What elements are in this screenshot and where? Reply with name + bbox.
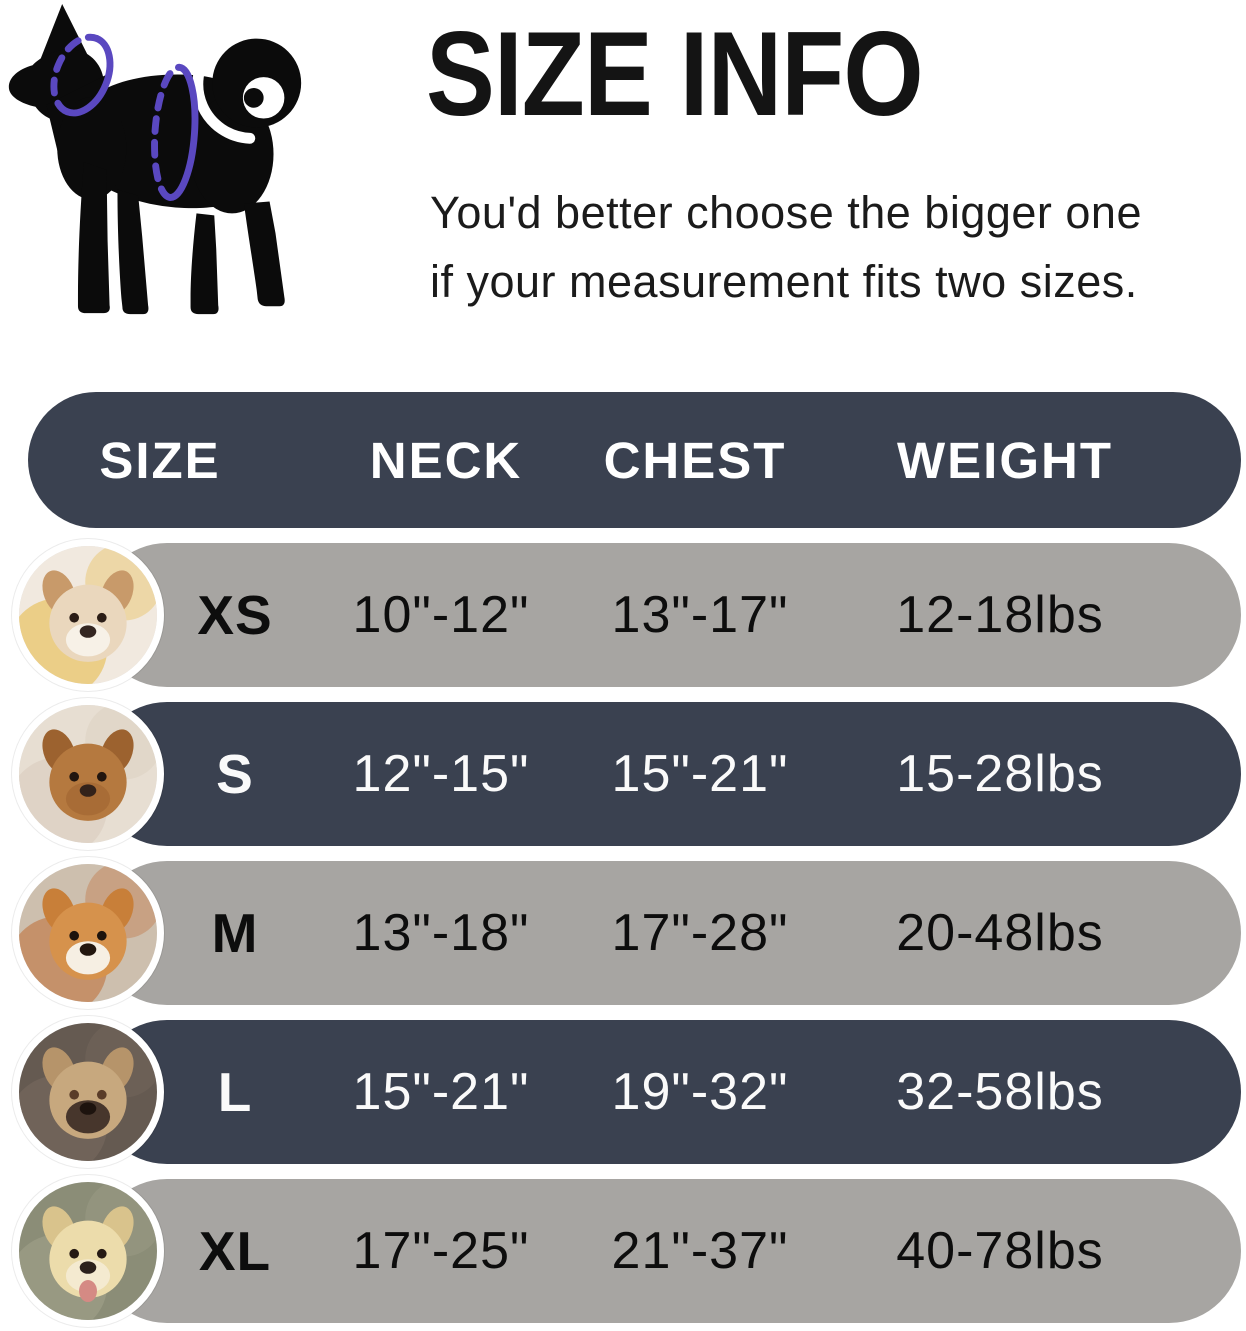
- row-pill: [95, 1179, 1241, 1323]
- dog-photo-l: [12, 1016, 164, 1168]
- dog-eye-right: [96, 1248, 107, 1259]
- neck-ring-solid: [63, 35, 114, 117]
- cell-neck: 10"-12": [352, 586, 530, 644]
- cell-weight: 12-18lbs: [896, 586, 1104, 644]
- cell-weight: 32-58lbs: [896, 1063, 1104, 1121]
- size-table: SIZE NECK CHEST WEIGHT: [0, 392, 1246, 1327]
- table-row-s: S 12"-15" 15"-21" 15-28lbs: [0, 698, 1246, 850]
- cell-size: XL: [198, 1220, 272, 1282]
- cell-weight: 20-48lbs: [896, 904, 1104, 962]
- dog-rear-leg-1: [190, 213, 219, 315]
- dog-muzzle: [65, 782, 111, 816]
- header-neck: NECK: [369, 431, 523, 489]
- dog-muzzle: [65, 1259, 111, 1293]
- subtitle-line-2: if your measurement fits two sizes.: [430, 256, 1138, 307]
- cell-neck: 13"-18": [352, 904, 530, 962]
- subtitle: You'd better choose the bigger one if yo…: [430, 178, 1142, 316]
- dog-nose: [79, 1102, 97, 1115]
- dog-chest: [57, 96, 127, 200]
- cell-chest: 13"-17": [611, 586, 789, 644]
- cell-size: S: [216, 743, 254, 805]
- dog-muzzle: [65, 941, 111, 975]
- chest-ring-solid: [166, 63, 199, 201]
- dog-photo-s: [12, 698, 164, 850]
- row-pill: [95, 1020, 1241, 1164]
- dog-nose: [79, 943, 97, 956]
- measurement-rings: [50, 33, 199, 201]
- dog-eye-left: [69, 1089, 80, 1100]
- table-row-m: M 13"-18" 17"-28" 20-48lbs: [0, 857, 1246, 1009]
- dog-nose: [79, 625, 97, 638]
- chest-ring-dashed: [151, 63, 183, 201]
- dog-muzzle: [65, 623, 111, 657]
- cell-neck: 17"-25": [352, 1222, 530, 1280]
- dog-photo-m: [12, 857, 164, 1009]
- dog-photo-xl: [12, 1175, 164, 1327]
- dog-eye-left: [69, 612, 80, 623]
- table-row-xl: XL 17"-25" 21"-37" 40-78lbs: [0, 1175, 1246, 1327]
- row-pill: [95, 702, 1241, 846]
- dog-photo-xl-art: [19, 1182, 157, 1320]
- dog-eye-left: [69, 771, 80, 782]
- dog-tongue: [79, 1279, 97, 1303]
- header-weight: WEIGHT: [897, 431, 1113, 489]
- dog-silhouette: [8, 4, 302, 315]
- row-pill: [95, 543, 1241, 687]
- dog-eye-left: [69, 1248, 80, 1259]
- dog-photo-m-art: [19, 864, 157, 1002]
- chest-ring: [151, 63, 199, 201]
- dog-measurement-diagram: [6, 4, 304, 322]
- cell-chest: 21"-37": [611, 1222, 789, 1280]
- cell-chest: 19"-32": [611, 1063, 789, 1121]
- dog-front-leg-2: [117, 189, 149, 315]
- cell-size: M: [211, 902, 259, 964]
- dog-nose: [79, 784, 97, 797]
- cell-neck: 12"-15": [352, 745, 530, 803]
- dog-eye-right: [96, 612, 107, 623]
- dog-eye-right: [96, 771, 107, 782]
- dog-photo-xs: [12, 539, 164, 691]
- dog-eye-left: [69, 930, 80, 941]
- cell-neck: 15"-21": [352, 1063, 530, 1121]
- dog-photo-s-art: [19, 705, 157, 843]
- dog-front-leg-1: [77, 162, 110, 314]
- cell-chest: 17"-28": [611, 904, 789, 962]
- tail-curl-black: [243, 87, 264, 108]
- dog-rear-leg-2: [243, 201, 285, 307]
- cell-chest: 15"-21": [611, 745, 789, 803]
- header-size: SIZE: [99, 431, 221, 489]
- row-pill: [95, 861, 1241, 1005]
- neck-ring: [50, 33, 114, 117]
- neck-ring-dashed: [50, 33, 101, 116]
- dog-eye-right: [96, 930, 107, 941]
- dog-silhouette-svg: [8, 4, 302, 315]
- tail-gap: [192, 43, 256, 144]
- table-row-l: L 15"-21" 19"-32" 32-58lbs: [0, 1016, 1246, 1168]
- cell-size: XS: [197, 584, 273, 646]
- header-chest: CHEST: [603, 431, 787, 489]
- dog-muzzle: [65, 1100, 111, 1134]
- dog-photo-xs-art: [19, 546, 157, 684]
- table-row-xs: XS 10"-12" 13"-17" 12-18lbs: [0, 539, 1246, 691]
- dog-eye-right: [96, 1089, 107, 1100]
- table-header-row: SIZE NECK CHEST WEIGHT: [28, 392, 1241, 528]
- cell-size: L: [217, 1061, 253, 1123]
- dog-nose: [79, 1261, 97, 1274]
- dog-photo-l-art: [19, 1023, 157, 1161]
- subtitle-line-1: You'd better choose the bigger one: [430, 187, 1142, 238]
- cell-weight: 15-28lbs: [896, 745, 1104, 803]
- cell-weight: 40-78lbs: [896, 1222, 1104, 1280]
- page-title: SIZE INFO: [426, 7, 924, 141]
